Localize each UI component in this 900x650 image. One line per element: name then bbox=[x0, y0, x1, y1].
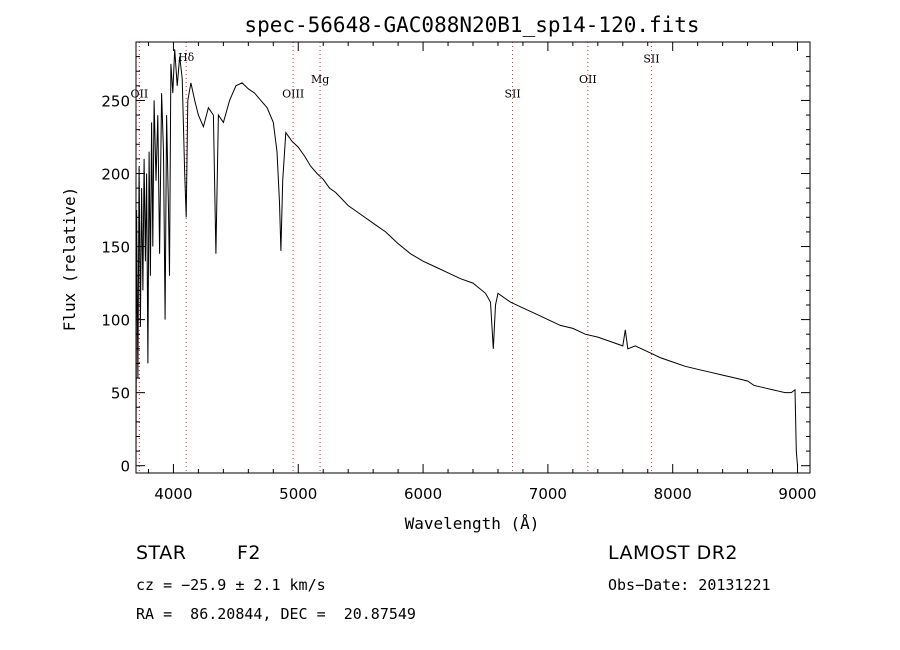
x-tick-label: 9000 bbox=[778, 485, 816, 503]
plot-frame bbox=[135, 41, 811, 474]
object-class: STAR bbox=[136, 542, 187, 564]
line-marker-label: OIII bbox=[282, 88, 304, 101]
y-axis-ticks: 0 50 100 150 200 250 bbox=[101, 56, 810, 476]
line-marker-label: OII bbox=[131, 88, 149, 101]
coordinates: RA = 86.20844, DEC = 20.87549 bbox=[136, 605, 416, 623]
x-tick-label: 8000 bbox=[654, 485, 692, 503]
y-axis-label: Flux (relative) bbox=[60, 187, 79, 332]
observation-date: Obs−Date: 20131221 bbox=[608, 576, 771, 594]
line-marker-label: Hδ bbox=[178, 51, 195, 64]
x-axis-label: Wavelength (Å) bbox=[405, 514, 540, 533]
emission-line-markers: OII Hδ OIII Mg SII OII SII bbox=[131, 42, 660, 473]
y-tick-label: 150 bbox=[101, 239, 130, 257]
x-tick-label: 5000 bbox=[279, 485, 317, 503]
line-marker-label: SII bbox=[643, 52, 659, 65]
spectral-subclass: F2 bbox=[237, 542, 262, 564]
line-marker-label: SII bbox=[504, 88, 520, 101]
survey-name: LAMOST DR2 bbox=[608, 542, 738, 564]
spectrum-series bbox=[135, 49, 798, 466]
spectrum-line-0 bbox=[135, 49, 798, 466]
y-tick-label: 0 bbox=[120, 458, 130, 476]
x-tick-label: 4000 bbox=[154, 485, 192, 503]
x-tick-label: 7000 bbox=[529, 485, 567, 503]
y-tick-label: 200 bbox=[101, 165, 130, 183]
line-marker-label: OII bbox=[579, 73, 597, 86]
line-marker-label: Mg bbox=[311, 73, 329, 86]
chart-title: spec-56648-GAC088N20B1_sp14-120.fits bbox=[244, 13, 699, 37]
x-tick-label: 6000 bbox=[404, 485, 442, 503]
redshift-cz: cz = −25.9 ± 2.1 km/s bbox=[136, 576, 326, 594]
y-tick-label: 50 bbox=[111, 385, 130, 403]
x-axis-ticks: 4000 5000 6000 7000 8000 9000 bbox=[147, 42, 817, 503]
y-tick-label: 100 bbox=[101, 312, 130, 330]
y-tick-label: 250 bbox=[101, 92, 130, 110]
